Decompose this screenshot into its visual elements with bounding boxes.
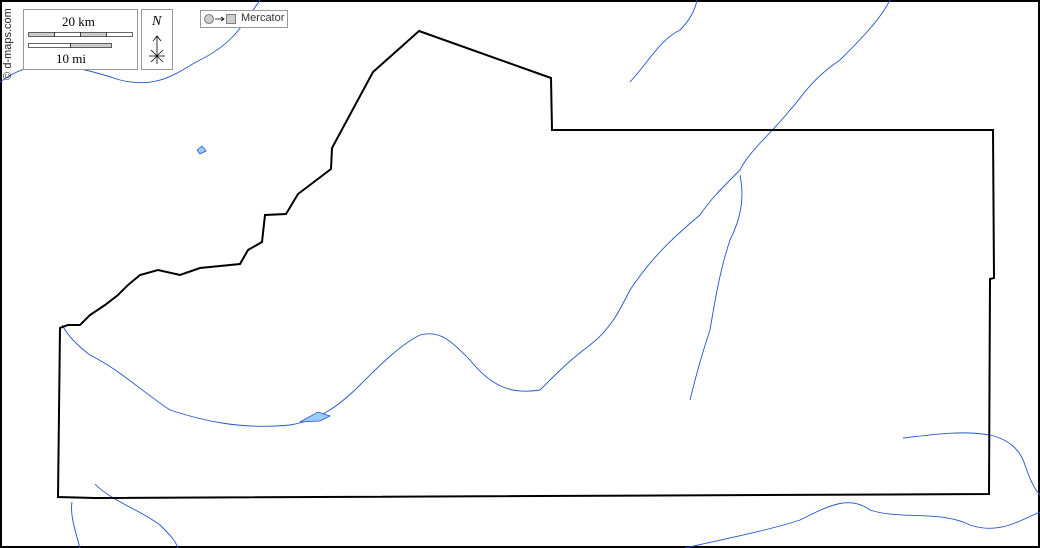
scale-bars bbox=[28, 32, 133, 48]
north-arrow-icon bbox=[149, 35, 165, 64]
projection-label: Mercator bbox=[241, 12, 285, 24]
river bbox=[689, 174, 743, 401]
lake bbox=[196, 145, 207, 155]
scale-mi-label: 10 mi bbox=[56, 51, 86, 66]
river bbox=[71, 501, 81, 548]
circle-to-square-icon bbox=[204, 14, 236, 24]
lake bbox=[299, 411, 332, 423]
river bbox=[94, 483, 179, 548]
projection-legend: Mercator bbox=[200, 10, 288, 28]
river bbox=[629, 0, 698, 83]
region-boundary bbox=[56, 29, 996, 500]
river bbox=[61, 0, 891, 427]
scale-bar: 20 km 10 mi bbox=[23, 9, 138, 70]
river bbox=[902, 432, 1040, 496]
north-arrow: N bbox=[141, 9, 173, 70]
copyright-credit: © d-maps.com bbox=[1, 8, 14, 80]
river bbox=[684, 502, 1040, 548]
scale-km-label: 20 km bbox=[62, 14, 95, 29]
north-label: N bbox=[152, 14, 162, 29]
